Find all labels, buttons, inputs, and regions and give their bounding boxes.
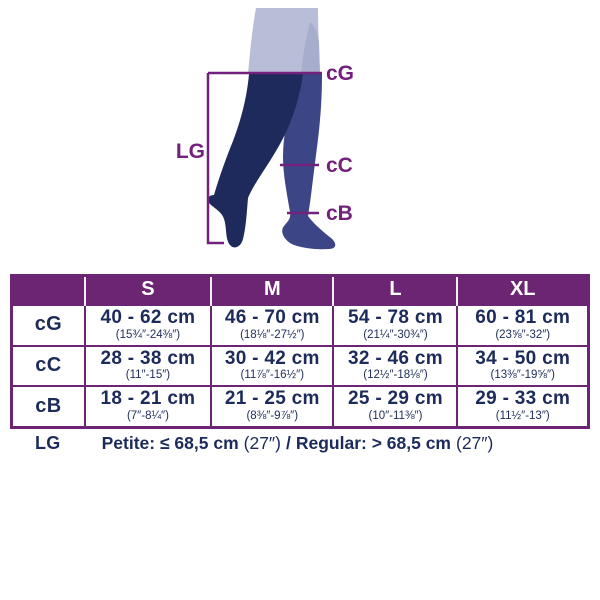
table-row-cg: cG 40 - 62 cm (15¾″-24⅜″) 46 - 70 cm (18… xyxy=(10,304,590,347)
inch-value: (8⅜″-9⅞″) xyxy=(246,409,299,422)
inch-value: (21¼″-30¾″) xyxy=(363,328,428,341)
inch-value: (18⅛″-27½″) xyxy=(240,328,305,341)
size-table: S M L XL cG 40 - 62 cm (15¾″-24⅜″) 46 - … xyxy=(10,274,590,430)
inch-value: (13⅜″-19⅝″) xyxy=(490,369,555,382)
petite-range: Petite: ≤ 68,5 cm xyxy=(101,433,239,453)
note-separator: / xyxy=(285,433,291,453)
front-leg-stocking xyxy=(282,74,336,250)
cg-diagram-label: cG xyxy=(326,62,354,85)
cm-value: 25 - 29 cm xyxy=(348,388,443,410)
cell-cg-m: 46 - 70 cm (18⅛″-27½″) xyxy=(210,304,335,347)
lg-diagram-label: LG xyxy=(176,140,205,163)
cell-cb-l: 25 - 29 cm (10″-11⅜″) xyxy=(332,385,459,429)
cell-cc-s: 28 - 38 cm (11″-15″) xyxy=(83,344,213,388)
inch-value: (11½″-13″) xyxy=(495,409,550,422)
length-note: LG Petite: ≤ 68,5 cm (27″) / Regular: > 68,… xyxy=(35,433,595,454)
rear-leg-stocking xyxy=(207,74,303,248)
cm-value: 21 - 25 cm xyxy=(224,388,320,410)
cell-cg-l: 54 - 78 cm (21¼″-30¾″) xyxy=(332,304,459,347)
cm-value: 46 - 70 cm xyxy=(224,307,320,328)
inch-value: (7″-8¼″) xyxy=(126,409,169,422)
cell-cg-s: 40 - 62 cm (15¾″-24⅜″) xyxy=(83,304,213,347)
cell-cc-l: 32 - 46 cm (12½″-18⅛″) xyxy=(332,344,459,388)
cb-diagram-label: cB xyxy=(326,202,353,225)
lg-length-bracket xyxy=(206,73,224,245)
inch-value: (12½″-18⅛″) xyxy=(363,369,428,382)
body-shape xyxy=(248,8,320,74)
cm-value: 60 - 81 cm xyxy=(475,307,571,328)
col-header-m: M xyxy=(210,275,334,305)
cell-cc-xl: 34 - 50 cm (13⅜″-19⅝″) xyxy=(456,344,590,388)
col-header-xl: XL xyxy=(456,275,589,305)
size-table-header-row: S M L XL xyxy=(11,275,589,305)
row-label-cg: cG xyxy=(10,304,86,347)
inch-value: (10″-11⅜″) xyxy=(368,409,423,422)
cell-cc-m: 30 - 42 cm (11⅞″-16½″) xyxy=(210,344,335,388)
cm-value: 34 - 50 cm xyxy=(475,347,571,369)
cell-cg-xl: 60 - 81 cm (23⅝″-32″) xyxy=(456,304,590,347)
cm-value: 18 - 21 cm xyxy=(100,388,196,410)
col-header-s: S xyxy=(83,275,212,305)
cm-value: 32 - 46 cm xyxy=(348,347,443,369)
inch-value: (23⅝″-32″) xyxy=(495,328,551,341)
row-label-cc: cC xyxy=(10,344,86,388)
row-label-cb: cB xyxy=(10,385,86,429)
petite-range-inches: (27″) xyxy=(243,433,281,453)
length-note-text: Petite: ≤ 68,5 cm (27″) / Regular: > 68,5 c… xyxy=(102,433,499,454)
cm-value: 28 - 38 cm xyxy=(100,347,196,369)
length-note-label: LG xyxy=(35,433,61,453)
corner-cell xyxy=(11,275,85,305)
cc-diagram-label: cC xyxy=(326,154,353,177)
body-shade-shape xyxy=(301,22,320,74)
leg-diagram-illustration: cG cC cB LG xyxy=(176,8,354,250)
inch-value: (11″-15″) xyxy=(125,369,171,382)
cell-cb-xl: 29 - 33 cm (11½″-13″) xyxy=(456,385,590,429)
regular-range-inches: (27″) xyxy=(456,433,494,453)
inch-value: (11⅞″-16½″) xyxy=(240,369,305,382)
inch-value: (15¾″-24⅜″) xyxy=(115,328,181,341)
table-row-cc: cC 28 - 38 cm (11″-15″) 30 - 42 cm (11⅞″… xyxy=(10,344,590,388)
table-row-cb: cB 18 - 21 cm (7″-8¼″) 21 - 25 cm (8⅜″-9… xyxy=(10,385,590,429)
cell-cb-s: 18 - 21 cm (7″-8¼″) xyxy=(83,385,213,429)
cm-value: 29 - 33 cm xyxy=(475,388,571,410)
col-header-l: L xyxy=(332,275,458,305)
cm-value: 40 - 62 cm xyxy=(100,307,196,328)
cell-cb-m: 21 - 25 cm (8⅜″-9⅞″) xyxy=(210,385,335,429)
cm-value: 30 - 42 cm xyxy=(224,347,320,369)
cm-value: 54 - 78 cm xyxy=(348,307,443,328)
regular-range: Regular: > 68,5 cm xyxy=(295,433,451,453)
leg-measurement-diagram: cG cC cB LG xyxy=(0,0,600,268)
